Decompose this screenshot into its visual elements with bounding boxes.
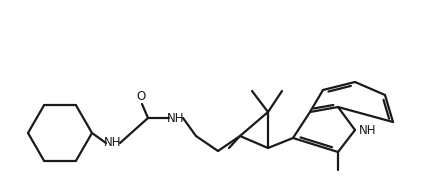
Text: NH: NH	[167, 112, 185, 125]
Text: NH: NH	[104, 137, 122, 150]
Text: O: O	[137, 90, 146, 104]
Text: NH: NH	[359, 124, 377, 137]
